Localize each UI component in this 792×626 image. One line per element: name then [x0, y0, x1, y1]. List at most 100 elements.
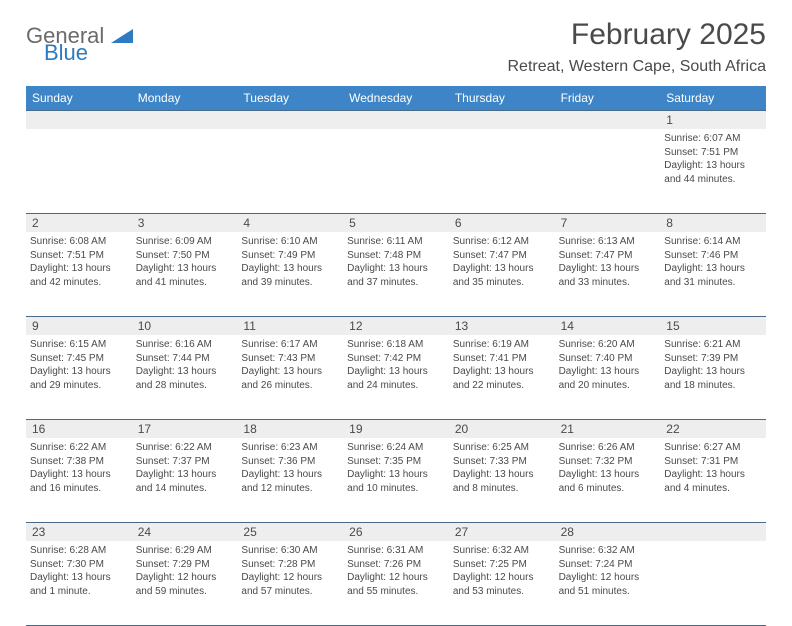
day-number: 3 [132, 214, 238, 232]
sunrise-text: Sunrise: 6:20 AM [559, 338, 657, 352]
day-number-row: 9101112131415 [26, 317, 766, 335]
sunset-text: Sunset: 7:51 PM [664, 146, 762, 160]
title-block: February 2025 Retreat, Western Cape, Sou… [508, 18, 767, 76]
empty-cell [26, 129, 132, 213]
daylight-text: Daylight: 13 hours and 20 minutes. [559, 365, 657, 392]
daylight-text: Daylight: 13 hours and 39 minutes. [241, 262, 339, 289]
day-cell: Sunrise: 6:27 AMSunset: 7:31 PMDaylight:… [660, 438, 766, 522]
empty-cell [449, 129, 555, 213]
daylight-text: Daylight: 13 hours and 28 minutes. [136, 365, 234, 392]
daylight-text: Daylight: 13 hours and 29 minutes. [30, 365, 128, 392]
day-cell: Sunrise: 6:11 AMSunset: 7:48 PMDaylight:… [343, 232, 449, 316]
daylight-text: Daylight: 13 hours and 33 minutes. [559, 262, 657, 289]
day-number: 26 [343, 523, 449, 541]
day-number: 21 [555, 420, 661, 438]
sunset-text: Sunset: 7:32 PM [559, 455, 657, 469]
day-number: 20 [449, 420, 555, 438]
empty-cell [555, 129, 661, 213]
day-cell: Sunrise: 6:24 AMSunset: 7:35 PMDaylight:… [343, 438, 449, 522]
sunset-text: Sunset: 7:46 PM [664, 249, 762, 263]
sunrise-text: Sunrise: 6:14 AM [664, 235, 762, 249]
sunrise-text: Sunrise: 6:21 AM [664, 338, 762, 352]
sunrise-text: Sunrise: 6:10 AM [241, 235, 339, 249]
sunset-text: Sunset: 7:33 PM [453, 455, 551, 469]
sunset-text: Sunset: 7:37 PM [136, 455, 234, 469]
day-cell: Sunrise: 6:14 AMSunset: 7:46 PMDaylight:… [660, 232, 766, 316]
sunrise-text: Sunrise: 6:17 AM [241, 338, 339, 352]
daylight-text: Daylight: 13 hours and 16 minutes. [30, 468, 128, 495]
sunset-text: Sunset: 7:48 PM [347, 249, 445, 263]
day-number [26, 111, 132, 129]
day-number: 15 [660, 317, 766, 335]
daylight-text: Daylight: 13 hours and 14 minutes. [136, 468, 234, 495]
daylight-text: Daylight: 13 hours and 37 minutes. [347, 262, 445, 289]
day-number: 4 [237, 214, 343, 232]
daylight-text: Daylight: 13 hours and 41 minutes. [136, 262, 234, 289]
week-row: Sunrise: 6:28 AMSunset: 7:30 PMDaylight:… [26, 541, 766, 625]
sunset-text: Sunset: 7:45 PM [30, 352, 128, 366]
day-cell: Sunrise: 6:16 AMSunset: 7:44 PMDaylight:… [132, 335, 238, 419]
day-number: 24 [132, 523, 238, 541]
week-row: Sunrise: 6:07 AMSunset: 7:51 PMDaylight:… [26, 129, 766, 213]
sunrise-text: Sunrise: 6:25 AM [453, 441, 551, 455]
day-cell: Sunrise: 6:18 AMSunset: 7:42 PMDaylight:… [343, 335, 449, 419]
sunrise-text: Sunrise: 6:13 AM [559, 235, 657, 249]
sunset-text: Sunset: 7:50 PM [136, 249, 234, 263]
day-cell: Sunrise: 6:12 AMSunset: 7:47 PMDaylight:… [449, 232, 555, 316]
day-number [449, 111, 555, 129]
day-header-row: Sunday Monday Tuesday Wednesday Thursday… [26, 86, 766, 110]
sunrise-text: Sunrise: 6:23 AM [241, 441, 339, 455]
day-number-row: 2345678 [26, 214, 766, 232]
sunset-text: Sunset: 7:44 PM [136, 352, 234, 366]
day-number [660, 523, 766, 541]
day-cell: Sunrise: 6:25 AMSunset: 7:33 PMDaylight:… [449, 438, 555, 522]
day-header: Sunday [26, 86, 132, 110]
sunset-text: Sunset: 7:28 PM [241, 558, 339, 572]
sunrise-text: Sunrise: 6:18 AM [347, 338, 445, 352]
day-number: 1 [660, 111, 766, 129]
empty-cell [132, 129, 238, 213]
sunrise-text: Sunrise: 6:22 AM [136, 441, 234, 455]
location: Retreat, Western Cape, South Africa [508, 58, 767, 76]
day-cell: Sunrise: 6:28 AMSunset: 7:30 PMDaylight:… [26, 541, 132, 625]
sunset-text: Sunset: 7:29 PM [136, 558, 234, 572]
daylight-text: Daylight: 13 hours and 10 minutes. [347, 468, 445, 495]
sunset-text: Sunset: 7:24 PM [559, 558, 657, 572]
day-cell: Sunrise: 6:07 AMSunset: 7:51 PMDaylight:… [660, 129, 766, 213]
sunset-text: Sunset: 7:47 PM [559, 249, 657, 263]
day-header: Tuesday [237, 86, 343, 110]
daylight-text: Daylight: 13 hours and 31 minutes. [664, 262, 762, 289]
day-cell: Sunrise: 6:32 AMSunset: 7:24 PMDaylight:… [555, 541, 661, 625]
day-number: 11 [237, 317, 343, 335]
sunrise-text: Sunrise: 6:26 AM [559, 441, 657, 455]
calendar: Sunday Monday Tuesday Wednesday Thursday… [26, 86, 766, 626]
sunset-text: Sunset: 7:49 PM [241, 249, 339, 263]
sunrise-text: Sunrise: 6:32 AM [453, 544, 551, 558]
daylight-text: Daylight: 12 hours and 53 minutes. [453, 571, 551, 598]
day-number-row: 1 [26, 111, 766, 129]
day-number: 16 [26, 420, 132, 438]
day-header: Friday [555, 86, 661, 110]
day-cell: Sunrise: 6:23 AMSunset: 7:36 PMDaylight:… [237, 438, 343, 522]
day-cell: Sunrise: 6:29 AMSunset: 7:29 PMDaylight:… [132, 541, 238, 625]
day-cell: Sunrise: 6:32 AMSunset: 7:25 PMDaylight:… [449, 541, 555, 625]
day-cell: Sunrise: 6:26 AMSunset: 7:32 PMDaylight:… [555, 438, 661, 522]
day-number: 13 [449, 317, 555, 335]
sunrise-text: Sunrise: 6:30 AM [241, 544, 339, 558]
sunrise-text: Sunrise: 6:15 AM [30, 338, 128, 352]
sunrise-text: Sunrise: 6:29 AM [136, 544, 234, 558]
day-number: 19 [343, 420, 449, 438]
logo: General Blue [26, 26, 133, 64]
sunset-text: Sunset: 7:41 PM [453, 352, 551, 366]
day-number: 22 [660, 420, 766, 438]
day-number: 25 [237, 523, 343, 541]
day-number: 14 [555, 317, 661, 335]
header: General Blue February 2025 Retreat, West… [26, 18, 766, 76]
day-cell: Sunrise: 6:22 AMSunset: 7:37 PMDaylight:… [132, 438, 238, 522]
day-cell: Sunrise: 6:19 AMSunset: 7:41 PMDaylight:… [449, 335, 555, 419]
day-cell: Sunrise: 6:09 AMSunset: 7:50 PMDaylight:… [132, 232, 238, 316]
sunset-text: Sunset: 7:51 PM [30, 249, 128, 263]
sunset-text: Sunset: 7:25 PM [453, 558, 551, 572]
sunrise-text: Sunrise: 6:12 AM [453, 235, 551, 249]
empty-cell [237, 129, 343, 213]
